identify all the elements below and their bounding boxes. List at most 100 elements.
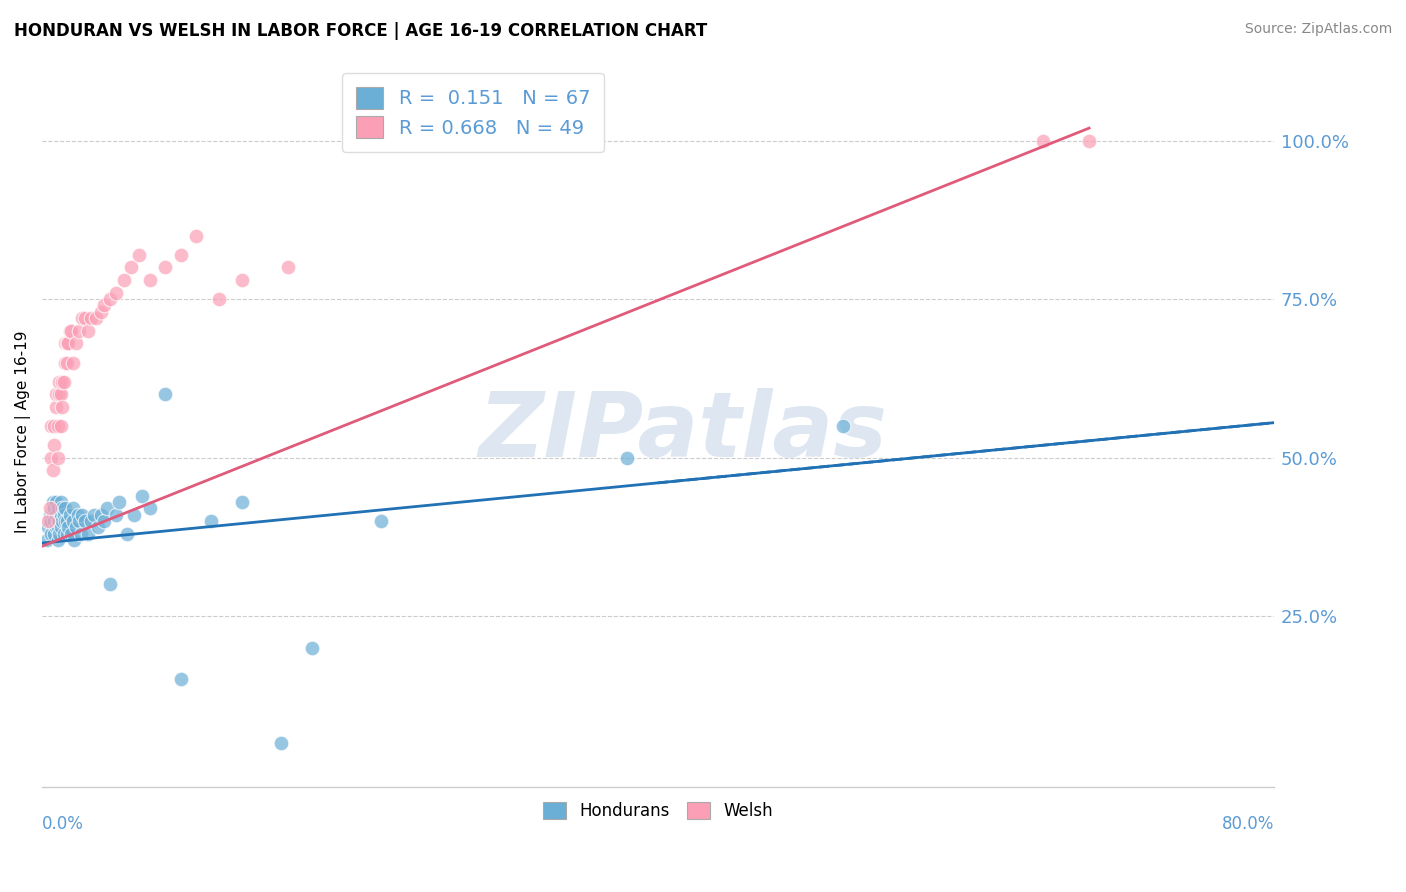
Point [42, 463, 65, 477]
Point [270, 735, 292, 749]
Point [49, 495, 72, 509]
Point [51, 514, 73, 528]
Point [49, 520, 72, 534]
Point [108, 495, 131, 509]
Point [52, 375, 75, 389]
Point [67, 514, 90, 528]
Point [46, 520, 69, 534]
Point [46, 450, 69, 465]
Point [69, 526, 91, 541]
Text: 80.0%: 80.0% [1222, 815, 1274, 833]
Point [41, 526, 63, 541]
Point [60, 324, 83, 338]
Point [46, 418, 69, 433]
Point [44, 501, 66, 516]
Point [170, 672, 193, 686]
Text: Source: ZipAtlas.com: Source: ZipAtlas.com [1244, 22, 1392, 37]
Point [42, 508, 65, 522]
Point [41, 450, 63, 465]
Point [90, 305, 112, 319]
Point [1078, 134, 1101, 148]
Point [83, 508, 105, 522]
Point [75, 514, 97, 528]
Point [55, 514, 77, 528]
Point [55, 355, 77, 369]
Point [120, 260, 142, 275]
Point [44, 438, 66, 452]
Point [200, 514, 222, 528]
Point [51, 375, 73, 389]
Point [63, 533, 86, 547]
Point [184, 228, 207, 243]
Point [96, 501, 118, 516]
Point [41, 514, 63, 528]
Point [208, 292, 231, 306]
Point [77, 324, 100, 338]
Point [42, 501, 65, 516]
Point [49, 418, 72, 433]
Point [139, 273, 162, 287]
Point [38, 508, 60, 522]
Text: HONDURAN VS WELSH IN LABOR FORCE | AGE 16-19 CORRELATION CHART: HONDURAN VS WELSH IN LABOR FORCE | AGE 1… [14, 22, 707, 40]
Point [277, 260, 299, 275]
Point [70, 311, 93, 326]
Point [128, 248, 150, 262]
Point [53, 355, 76, 369]
Point [46, 514, 69, 528]
Point [131, 489, 153, 503]
Point [115, 526, 138, 541]
Point [46, 533, 69, 547]
Point [48, 526, 70, 541]
Point [93, 514, 115, 528]
Point [124, 508, 146, 522]
Point [48, 375, 70, 389]
Point [53, 336, 76, 351]
Point [38, 501, 60, 516]
Point [55, 526, 77, 541]
Point [62, 514, 84, 528]
Point [65, 520, 87, 534]
Point [37, 514, 59, 528]
Point [60, 526, 83, 541]
Point [44, 514, 66, 528]
Point [231, 495, 253, 509]
Point [139, 501, 162, 516]
Point [105, 285, 128, 300]
Point [75, 311, 97, 326]
Point [84, 311, 107, 326]
Point [51, 501, 73, 516]
Point [42, 495, 65, 509]
Point [170, 248, 193, 262]
Point [90, 508, 112, 522]
Point [301, 640, 323, 655]
Point [52, 508, 75, 522]
Point [58, 520, 80, 534]
Point [45, 520, 67, 534]
Point [59, 508, 82, 522]
Point [105, 508, 128, 522]
Point [53, 501, 76, 516]
Point [58, 336, 80, 351]
Point [80, 311, 103, 326]
Point [65, 336, 87, 351]
Point [51, 400, 73, 414]
Point [370, 514, 392, 528]
Point [48, 514, 70, 528]
Point [66, 508, 89, 522]
Point [616, 450, 638, 465]
Point [41, 418, 63, 433]
Point [49, 508, 72, 522]
Point [70, 508, 93, 522]
Point [53, 514, 76, 528]
Point [35, 533, 58, 547]
Point [112, 273, 135, 287]
Point [98, 577, 121, 591]
Point [155, 387, 177, 401]
Point [77, 526, 100, 541]
Point [80, 514, 103, 528]
Point [45, 508, 67, 522]
Point [62, 355, 84, 369]
Point [38, 514, 60, 528]
Text: ZIPatlas: ZIPatlas [478, 388, 887, 476]
Point [62, 501, 84, 516]
